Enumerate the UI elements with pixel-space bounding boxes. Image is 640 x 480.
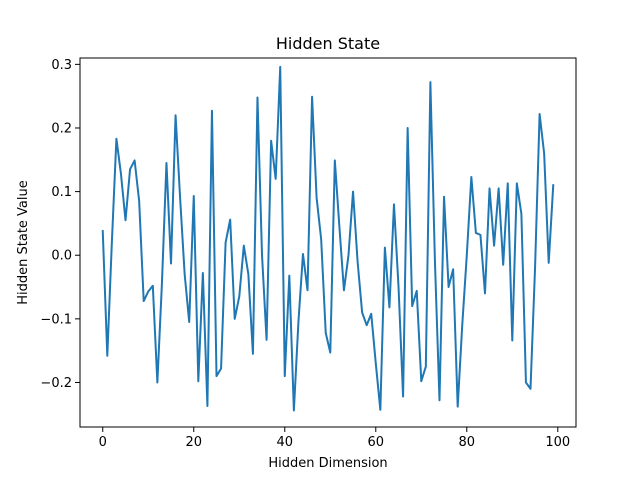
y-tick-label: 0.2 [51,121,72,136]
x-axis: 0 20 40 60 80 100 [99,427,570,450]
y-tick-label: 0.3 [51,58,72,73]
x-tick-label: 40 [276,435,293,450]
x-axis-label: Hidden Dimension [268,456,387,471]
plot-frame [79,57,577,428]
x-tick-label: 0 [99,435,107,450]
series-line-0 [101,65,555,412]
chart-title: Hidden State [276,34,380,53]
y-axis: −0.2 −0.1 0.0 0.1 0.2 0.3 [40,58,80,391]
x-tick-label: 60 [368,435,385,450]
x-tick-label: 20 [185,435,202,450]
plot-area [101,65,555,412]
y-tick-label: −0.1 [40,312,72,327]
y-axis-label: Hidden State Value [16,180,31,305]
y-tick-label: −0.2 [40,376,72,391]
y-tick-label: 0.0 [51,249,72,264]
x-tick-label: 80 [459,435,476,450]
x-tick-label: 100 [545,435,570,450]
y-tick-label: 0.1 [51,185,72,200]
